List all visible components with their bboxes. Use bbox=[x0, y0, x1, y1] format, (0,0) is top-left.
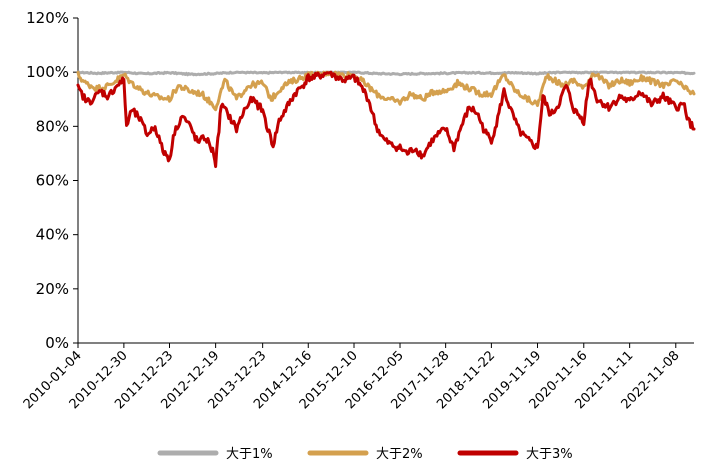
y-tick-label: 120% bbox=[26, 9, 69, 27]
legend-label-2: 大于2% bbox=[376, 447, 423, 462]
y-tick-label: 100% bbox=[26, 63, 69, 81]
y-tick-label: 80% bbox=[36, 117, 69, 135]
series-line-3 bbox=[76, 70, 696, 169]
y-tick-label: 60% bbox=[36, 172, 69, 190]
y-tick-label: 0% bbox=[45, 334, 69, 352]
series-line-1 bbox=[76, 70, 696, 77]
series-line-2 bbox=[76, 70, 696, 112]
legend: 大于1% 大于2% 大于3% bbox=[157, 447, 573, 462]
legend-label-1: 大于1% bbox=[226, 447, 273, 462]
x-axis: 2010-01-042010-12-302011-12-232012-12-19… bbox=[21, 342, 694, 412]
legend-label-3: 大于3% bbox=[526, 447, 573, 462]
y-axis: 0% 20% 40% 60% 80% 100% 120% bbox=[26, 9, 79, 352]
series-layer bbox=[76, 70, 696, 169]
y-tick-label: 20% bbox=[36, 280, 69, 298]
y-tick-label: 40% bbox=[36, 226, 69, 244]
